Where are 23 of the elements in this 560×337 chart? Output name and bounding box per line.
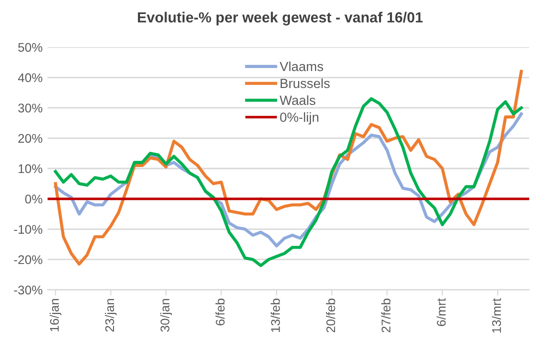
x-tick-label: 13/mrt [492, 298, 501, 333]
y-tick-label: -20% [14, 255, 42, 264]
x-tick-label: 6/mrt [436, 298, 446, 326]
x-tick-label: 30/jan [160, 298, 172, 332]
x-tick-label: 20/feb [326, 298, 336, 332]
y-tick-label: 20% [18, 134, 42, 143]
y-tick-label: -10% [14, 224, 42, 234]
y-tick-label: 40% [18, 73, 42, 82]
legend-label: Brussels [280, 78, 330, 88]
x-tick-label: 6/feb [215, 298, 225, 326]
x-tick-label: 16/jan [50, 298, 62, 332]
legend-label: 0%-lijn [280, 112, 318, 125]
y-tick-label: 30% [18, 104, 42, 112]
x-tick-label: 13/feb [270, 298, 280, 332]
y-tick-label: 0% [25, 194, 42, 204]
x-tick-label: 23/jan [104, 298, 117, 332]
y-tick-label: 10% [18, 164, 42, 174]
chart-title: Evolutie-% per week gewest - vanaf 16/01 [138, 12, 423, 26]
legend-label: Waals [280, 95, 316, 106]
x-tick-label: 27/feb [381, 298, 390, 332]
y-tick-label: -30% [14, 286, 42, 294]
legend-label: Vlaams [280, 61, 324, 72]
y-tick-label: 50% [18, 42, 42, 52]
